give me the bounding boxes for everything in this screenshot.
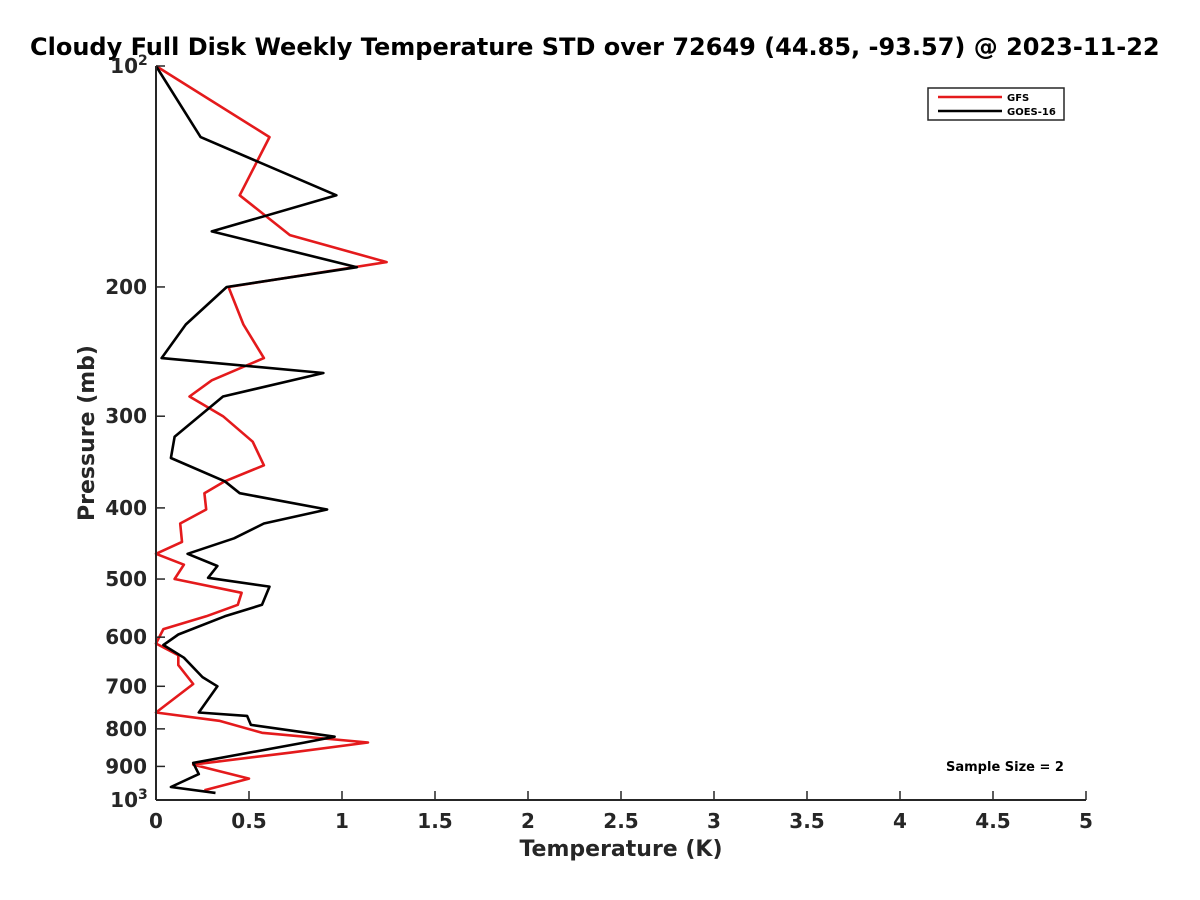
x-tick-label: 4.5	[975, 809, 1010, 833]
series-line-goes-16	[154, 65, 359, 795]
x-ticks: 0 0.5 1 1.5 2 2.5 3 3.5 4 4.5 5	[149, 791, 1093, 833]
y-tick-label: 400	[105, 496, 147, 520]
series-layer	[154, 64, 388, 795]
x-tick-label: 4	[893, 809, 907, 833]
x-tick-label: 0.5	[231, 809, 266, 833]
axes	[155, 66, 1086, 801]
y-tick-label: 900	[105, 754, 147, 778]
legend-box	[927, 87, 1065, 121]
y-tick-label: 10	[110, 788, 138, 812]
y-tick-label: 200	[105, 275, 147, 299]
x-tick-label: 1.5	[417, 809, 452, 833]
x-tick-label: 2.5	[603, 809, 638, 833]
y-axis-label: Pressure (mb)	[75, 345, 100, 521]
x-tick-label: 1	[335, 809, 349, 833]
y-tick-label: 800	[105, 717, 147, 741]
x-axis-label: Temperature (K)	[519, 837, 722, 862]
series-line-gfs	[154, 64, 388, 792]
y-tick-exponent: 2	[138, 53, 148, 69]
y-tick-label: 10	[110, 54, 138, 78]
y-tick-label: 600	[105, 625, 147, 649]
x-tick-label: 0	[149, 809, 163, 833]
legend-label-goes16: GOES-16	[1007, 107, 1056, 118]
sample-size-annotation: Sample Size = 2	[946, 760, 1064, 775]
y-tick-label: 700	[105, 674, 147, 698]
x-tick-label: 2	[521, 809, 535, 833]
x-tick-label: 5	[1079, 809, 1093, 833]
legend-label-gfs: GFS	[1007, 93, 1029, 104]
chart-title: Cloudy Full Disk Weekly Temperature STD …	[30, 33, 1160, 61]
legend: GFS GOES-16	[927, 87, 1065, 121]
y-tick-label: 300	[105, 404, 147, 428]
y-tick-label: 500	[105, 567, 147, 591]
x-tick-label: 3	[707, 809, 721, 833]
x-tick-label: 3.5	[789, 809, 824, 833]
y-tick-exponent: 3	[138, 787, 148, 803]
